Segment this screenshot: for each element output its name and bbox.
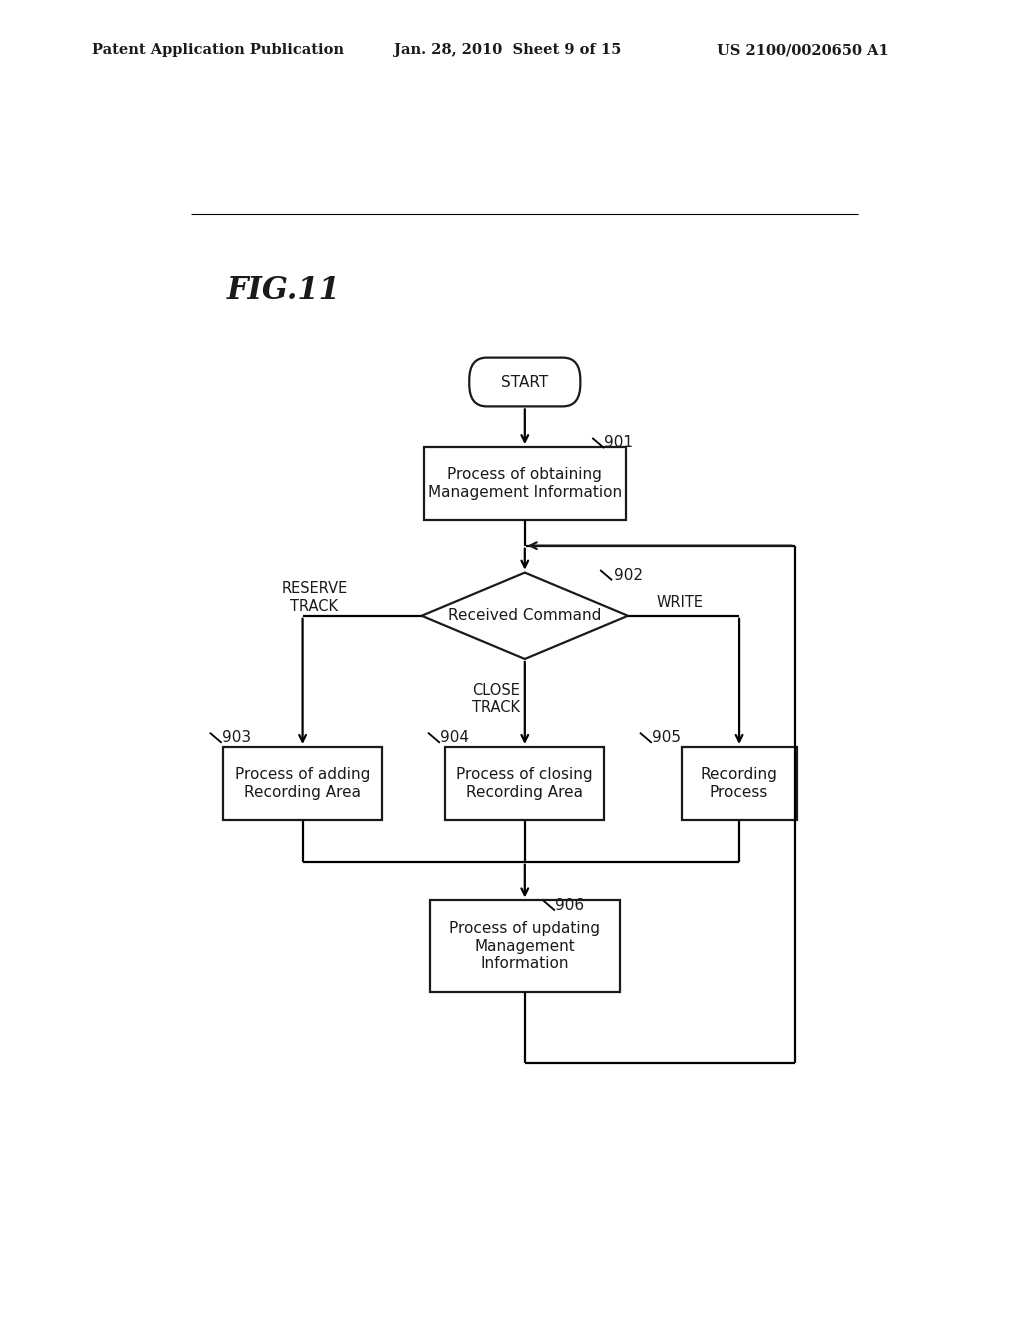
- Polygon shape: [422, 573, 628, 659]
- Text: Process of closing
Recording Area: Process of closing Recording Area: [457, 767, 593, 800]
- FancyBboxPatch shape: [469, 358, 581, 407]
- Bar: [223, 747, 382, 820]
- Text: Received Command: Received Command: [449, 609, 601, 623]
- Text: RESERVE
TRACK: RESERVE TRACK: [282, 581, 347, 614]
- Text: Process of obtaining
Management Information: Process of obtaining Management Informat…: [428, 467, 622, 500]
- Text: 902: 902: [613, 568, 643, 582]
- Text: Patent Application Publication: Patent Application Publication: [92, 44, 344, 57]
- Text: START: START: [501, 375, 549, 389]
- Text: WRITE: WRITE: [656, 595, 703, 610]
- Text: Jan. 28, 2010  Sheet 9 of 15: Jan. 28, 2010 Sheet 9 of 15: [394, 44, 622, 57]
- Text: 906: 906: [555, 898, 584, 913]
- Text: 903: 903: [221, 730, 251, 746]
- Text: Recording
Process: Recording Process: [700, 767, 777, 800]
- Text: FIG.11: FIG.11: [227, 275, 341, 306]
- Text: 905: 905: [652, 730, 681, 746]
- Bar: [424, 447, 626, 520]
- Text: 904: 904: [440, 730, 469, 746]
- Bar: [682, 747, 797, 820]
- Bar: [430, 900, 621, 991]
- Text: CLOSE
TRACK: CLOSE TRACK: [472, 682, 520, 715]
- Text: US 2100/0020650 A1: US 2100/0020650 A1: [717, 44, 889, 57]
- Text: Process of updating
Management
Information: Process of updating Management Informati…: [450, 921, 600, 972]
- Bar: [445, 747, 604, 820]
- Text: 901: 901: [604, 436, 633, 450]
- Text: Process of adding
Recording Area: Process of adding Recording Area: [234, 767, 371, 800]
